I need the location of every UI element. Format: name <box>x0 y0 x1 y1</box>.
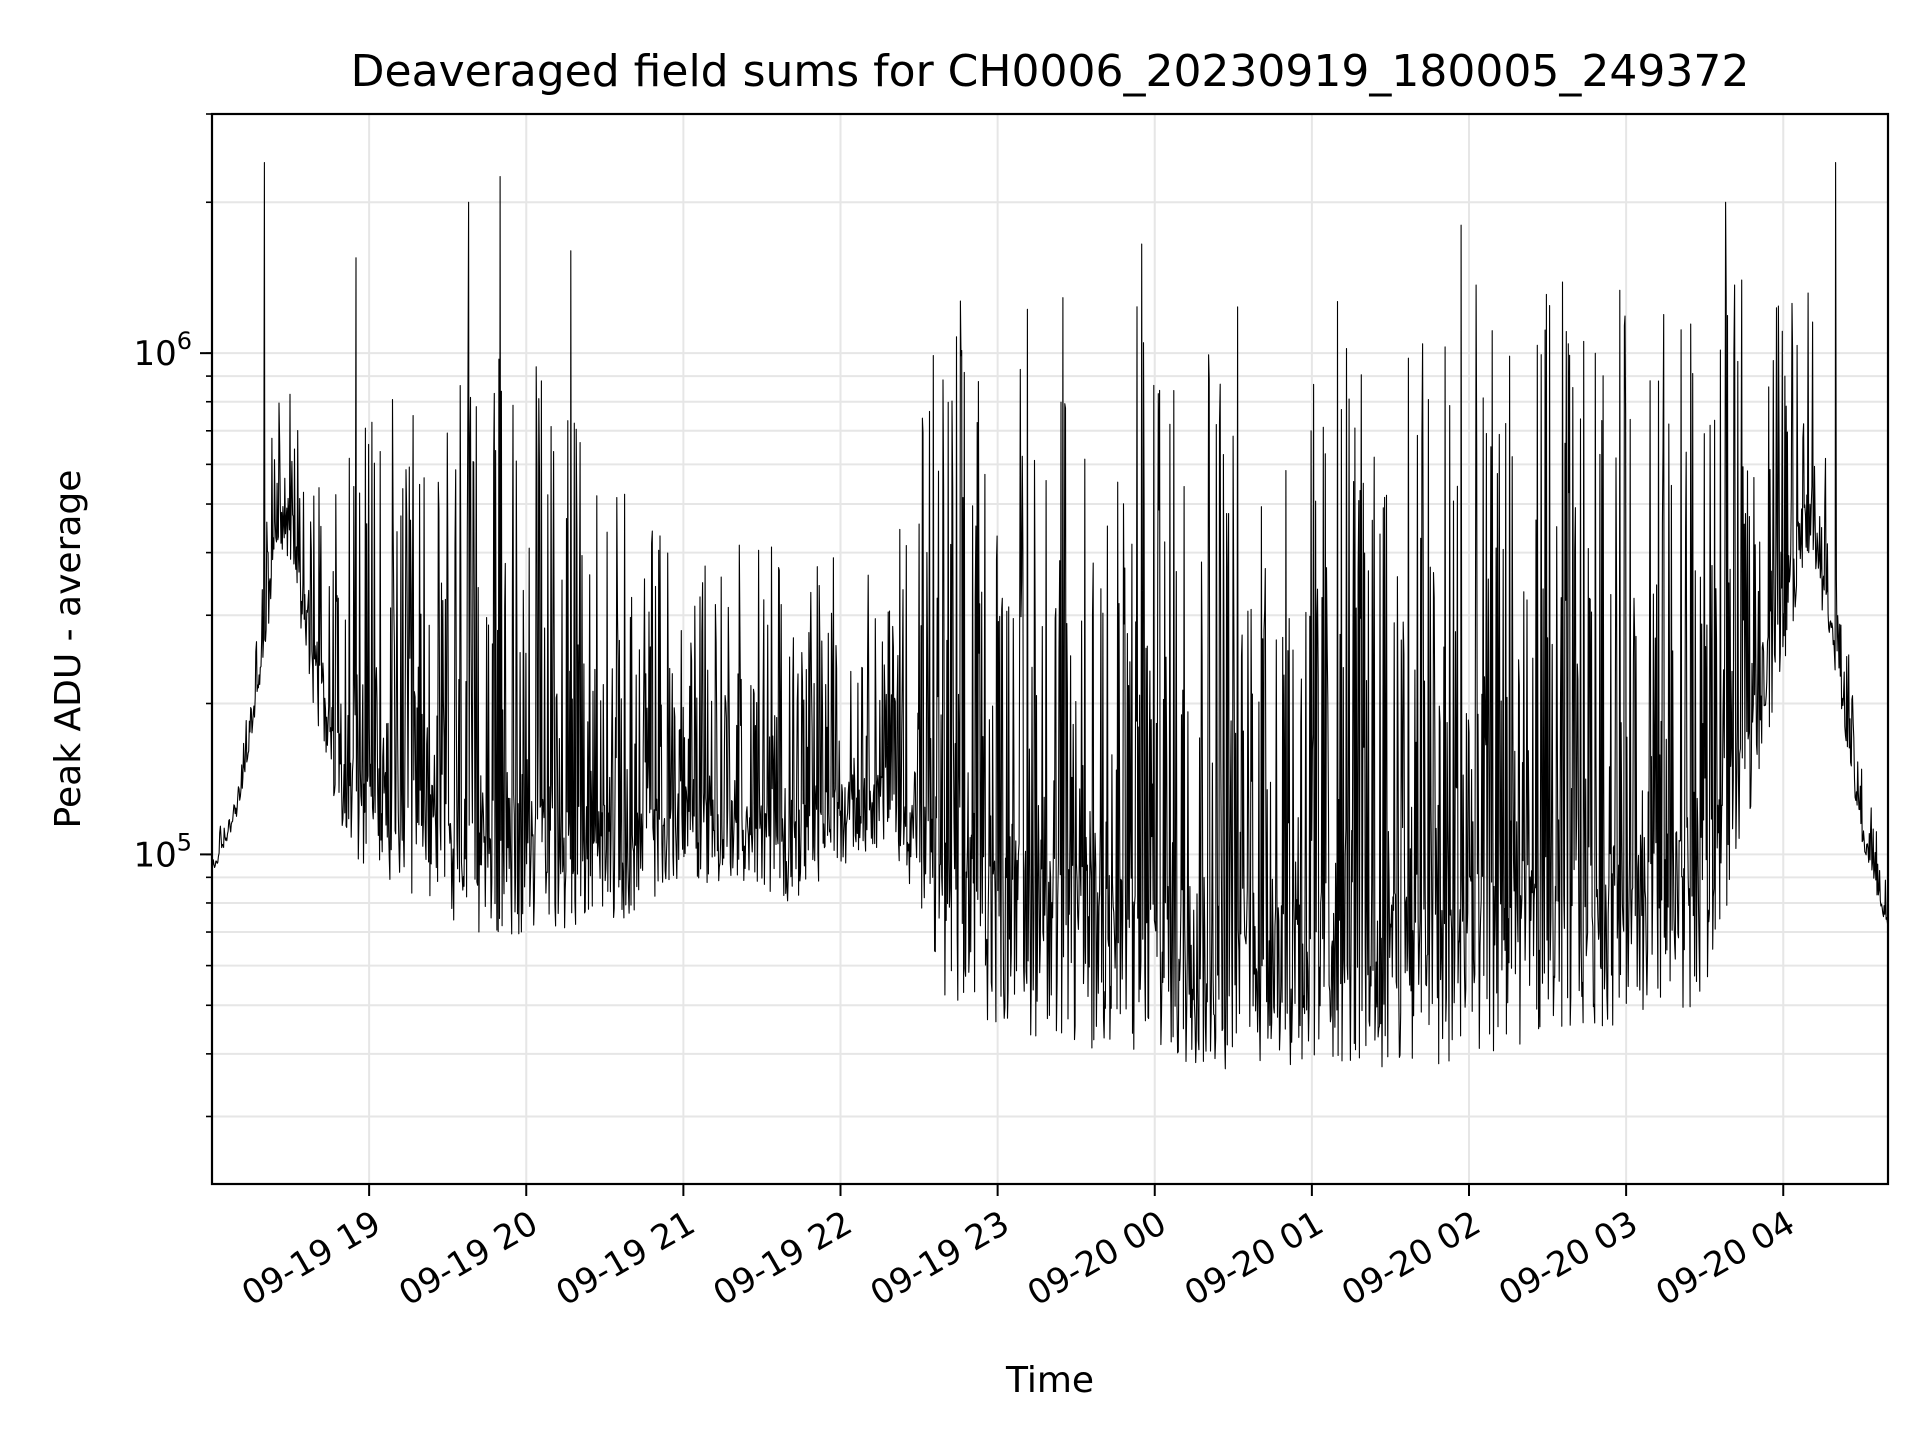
grid <box>212 113 1888 1184</box>
x-tick-label: 09-20 01 <box>1178 1203 1330 1314</box>
plot-frame <box>210 112 1890 1186</box>
y-axis-label: Peak ADU - average <box>48 470 89 829</box>
x-tick-label: 09-19 19 <box>235 1203 387 1314</box>
x-tick-label: 09-19 22 <box>707 1203 859 1314</box>
y-tick-label: 105 <box>133 828 192 875</box>
x-tick-label: 09-20 03 <box>1492 1203 1644 1314</box>
x-tick-label: 09-20 02 <box>1335 1203 1487 1314</box>
y-axis-ticks: 105 106 <box>133 113 212 1118</box>
x-tick-label: 09-19 20 <box>392 1203 544 1314</box>
x-tick-label: 09-19 23 <box>864 1203 1016 1314</box>
y-tick-label: 106 <box>133 327 192 374</box>
x-axis-label: Time <box>1005 1360 1094 1401</box>
series-line-group <box>211 162 1889 1070</box>
x-tick-label: 09-20 00 <box>1021 1203 1173 1314</box>
x-axis-ticks: 09-19 19 09-19 20 09-19 21 09-19 22 09-19 23… <box>235 1184 1802 1314</box>
x-tick-label: 09-20 04 <box>1649 1203 1801 1314</box>
series-line <box>211 162 1889 1070</box>
chart-title: Deaveraged field sums for CH0006_2023091… <box>351 46 1750 97</box>
x-tick-label: 09-19 21 <box>549 1203 701 1314</box>
